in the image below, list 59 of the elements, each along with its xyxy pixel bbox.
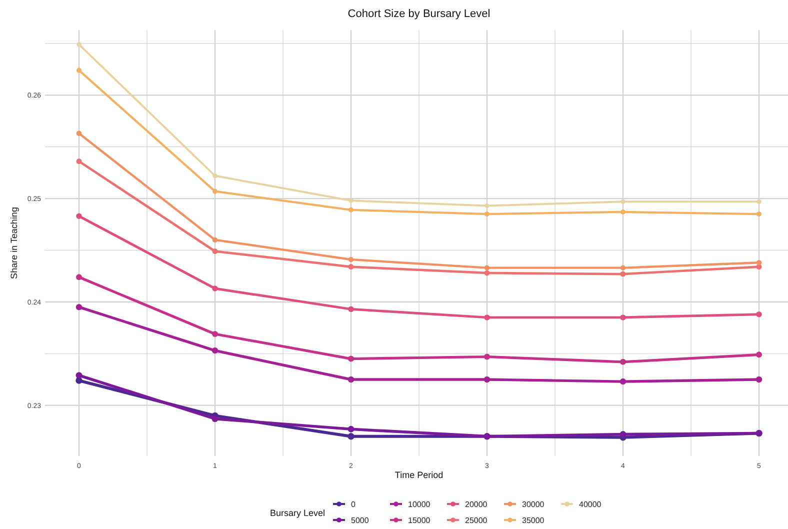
legend-label: 25000 [465,516,488,525]
point [484,314,490,320]
legend-label: 20000 [465,500,488,509]
point [348,207,354,212]
legend-title: Bursary Level [270,508,326,518]
point [756,311,762,318]
point [212,416,218,422]
point [620,431,626,438]
point [212,286,218,292]
point [212,237,218,243]
point [484,203,490,208]
point [348,356,354,362]
point [484,270,490,276]
point [620,271,626,277]
point [212,173,218,178]
legend-label: 35000 [522,516,545,525]
point [620,265,626,270]
point [76,274,82,280]
point [620,314,626,320]
point [756,376,762,383]
point [756,260,762,266]
legend-label: 5000 [351,516,370,525]
point [756,352,762,358]
point [620,209,626,214]
point [76,130,82,136]
point [212,188,218,194]
legend-label: 10000 [408,500,431,509]
point [212,330,218,337]
point [348,198,354,204]
point [484,212,490,217]
point [76,213,82,219]
point [348,376,354,383]
x-axis-title: Time Period [394,470,444,480]
point [76,372,82,379]
point [484,354,490,360]
point [212,248,218,254]
point [76,42,82,47]
point [348,256,354,262]
point [348,432,354,440]
point [76,304,82,310]
point [76,158,82,164]
legend-label: 30000 [522,500,545,509]
point [348,264,354,270]
chart-title: Cohort Size by Bursary Level [348,8,490,20]
legend-label: 15000 [408,516,431,525]
point [484,376,490,383]
legend-label: 40000 [579,500,602,509]
point [76,68,82,73]
point [756,212,762,217]
legend-label: 0 [351,500,356,509]
point [348,306,354,312]
point [620,378,626,385]
y-axis-title: Share in Teaching [9,207,19,279]
point [348,426,354,432]
point [620,199,626,204]
point [484,265,490,270]
point [620,358,626,365]
point [756,199,762,204]
point [212,347,218,354]
